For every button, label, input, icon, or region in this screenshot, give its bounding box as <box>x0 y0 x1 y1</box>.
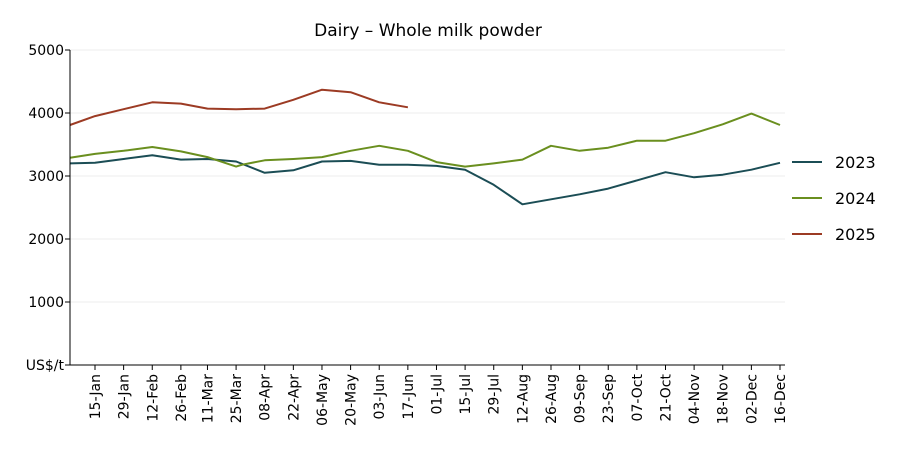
x-axis-ticks: 15-Jan 29-Jan 12-Feb 26-Feb 11-Mar 25-Mar 08-A… <box>88 365 789 426</box>
x-tick-label: 26-Feb <box>174 374 190 422</box>
x-tick-label: 22-Apr <box>286 374 302 421</box>
y-tick-label: US$/t <box>26 358 65 374</box>
y-axis-ticks: US$/t 1000 2000 3000 4000 5000 <box>26 43 70 374</box>
y-tick-label: 2000 <box>28 232 64 248</box>
series-line-2023 <box>69 154 781 206</box>
x-tick-label: 26-Aug <box>544 374 560 424</box>
legend-label-2023: 2023 <box>835 153 876 172</box>
x-tick-label: 08-Apr <box>258 374 274 421</box>
x-tick-label: 12-Feb <box>145 374 161 422</box>
series-lines <box>69 88 781 206</box>
series-line-2025 <box>69 88 409 126</box>
chart-title: Dairy – Whole milk powder <box>314 21 542 41</box>
x-tick-label: 29-Jan <box>117 374 133 419</box>
x-tick-label: 29-Jul <box>487 374 503 415</box>
x-tick-label: 18-Nov <box>716 374 732 424</box>
axes <box>69 50 785 366</box>
x-tick-label: 02-Dec <box>744 374 760 424</box>
x-tick-label: 12-Aug <box>515 374 531 424</box>
x-tick-label: 07-Oct <box>630 373 646 421</box>
x-tick-label: 16-Dec <box>773 374 789 424</box>
y-tick-label: 1000 <box>28 295 64 311</box>
x-tick-label: 25-Mar <box>229 374 245 424</box>
legend-label-2025: 2025 <box>835 225 876 244</box>
y-tick-label: 5000 <box>28 43 64 59</box>
x-tick-label: 15-Jul <box>458 374 474 415</box>
x-tick-label: 06-May <box>315 374 331 426</box>
series-line-2024 <box>69 112 781 168</box>
x-tick-label: 04-Nov <box>687 374 703 424</box>
x-tick-label: 03-Jun <box>372 374 388 420</box>
legend-label-2024: 2024 <box>835 189 876 208</box>
x-tick-label: 17-Jun <box>401 374 417 420</box>
y-tick-label: 3000 <box>28 169 64 185</box>
x-tick-label: 20-May <box>344 374 360 426</box>
x-tick-label: 01-Jul <box>429 374 445 415</box>
x-tick-label: 23-Sep <box>601 374 617 423</box>
x-tick-label: 21-Oct <box>658 373 674 421</box>
gridlines <box>70 49 785 303</box>
x-tick-label: 09-Sep <box>573 374 589 423</box>
x-tick-label: 11-Mar <box>200 374 216 424</box>
legend: 2023 2024 2025 <box>792 153 876 244</box>
x-tick-label: 15-Jan <box>88 374 104 419</box>
y-tick-label: 4000 <box>28 106 64 122</box>
